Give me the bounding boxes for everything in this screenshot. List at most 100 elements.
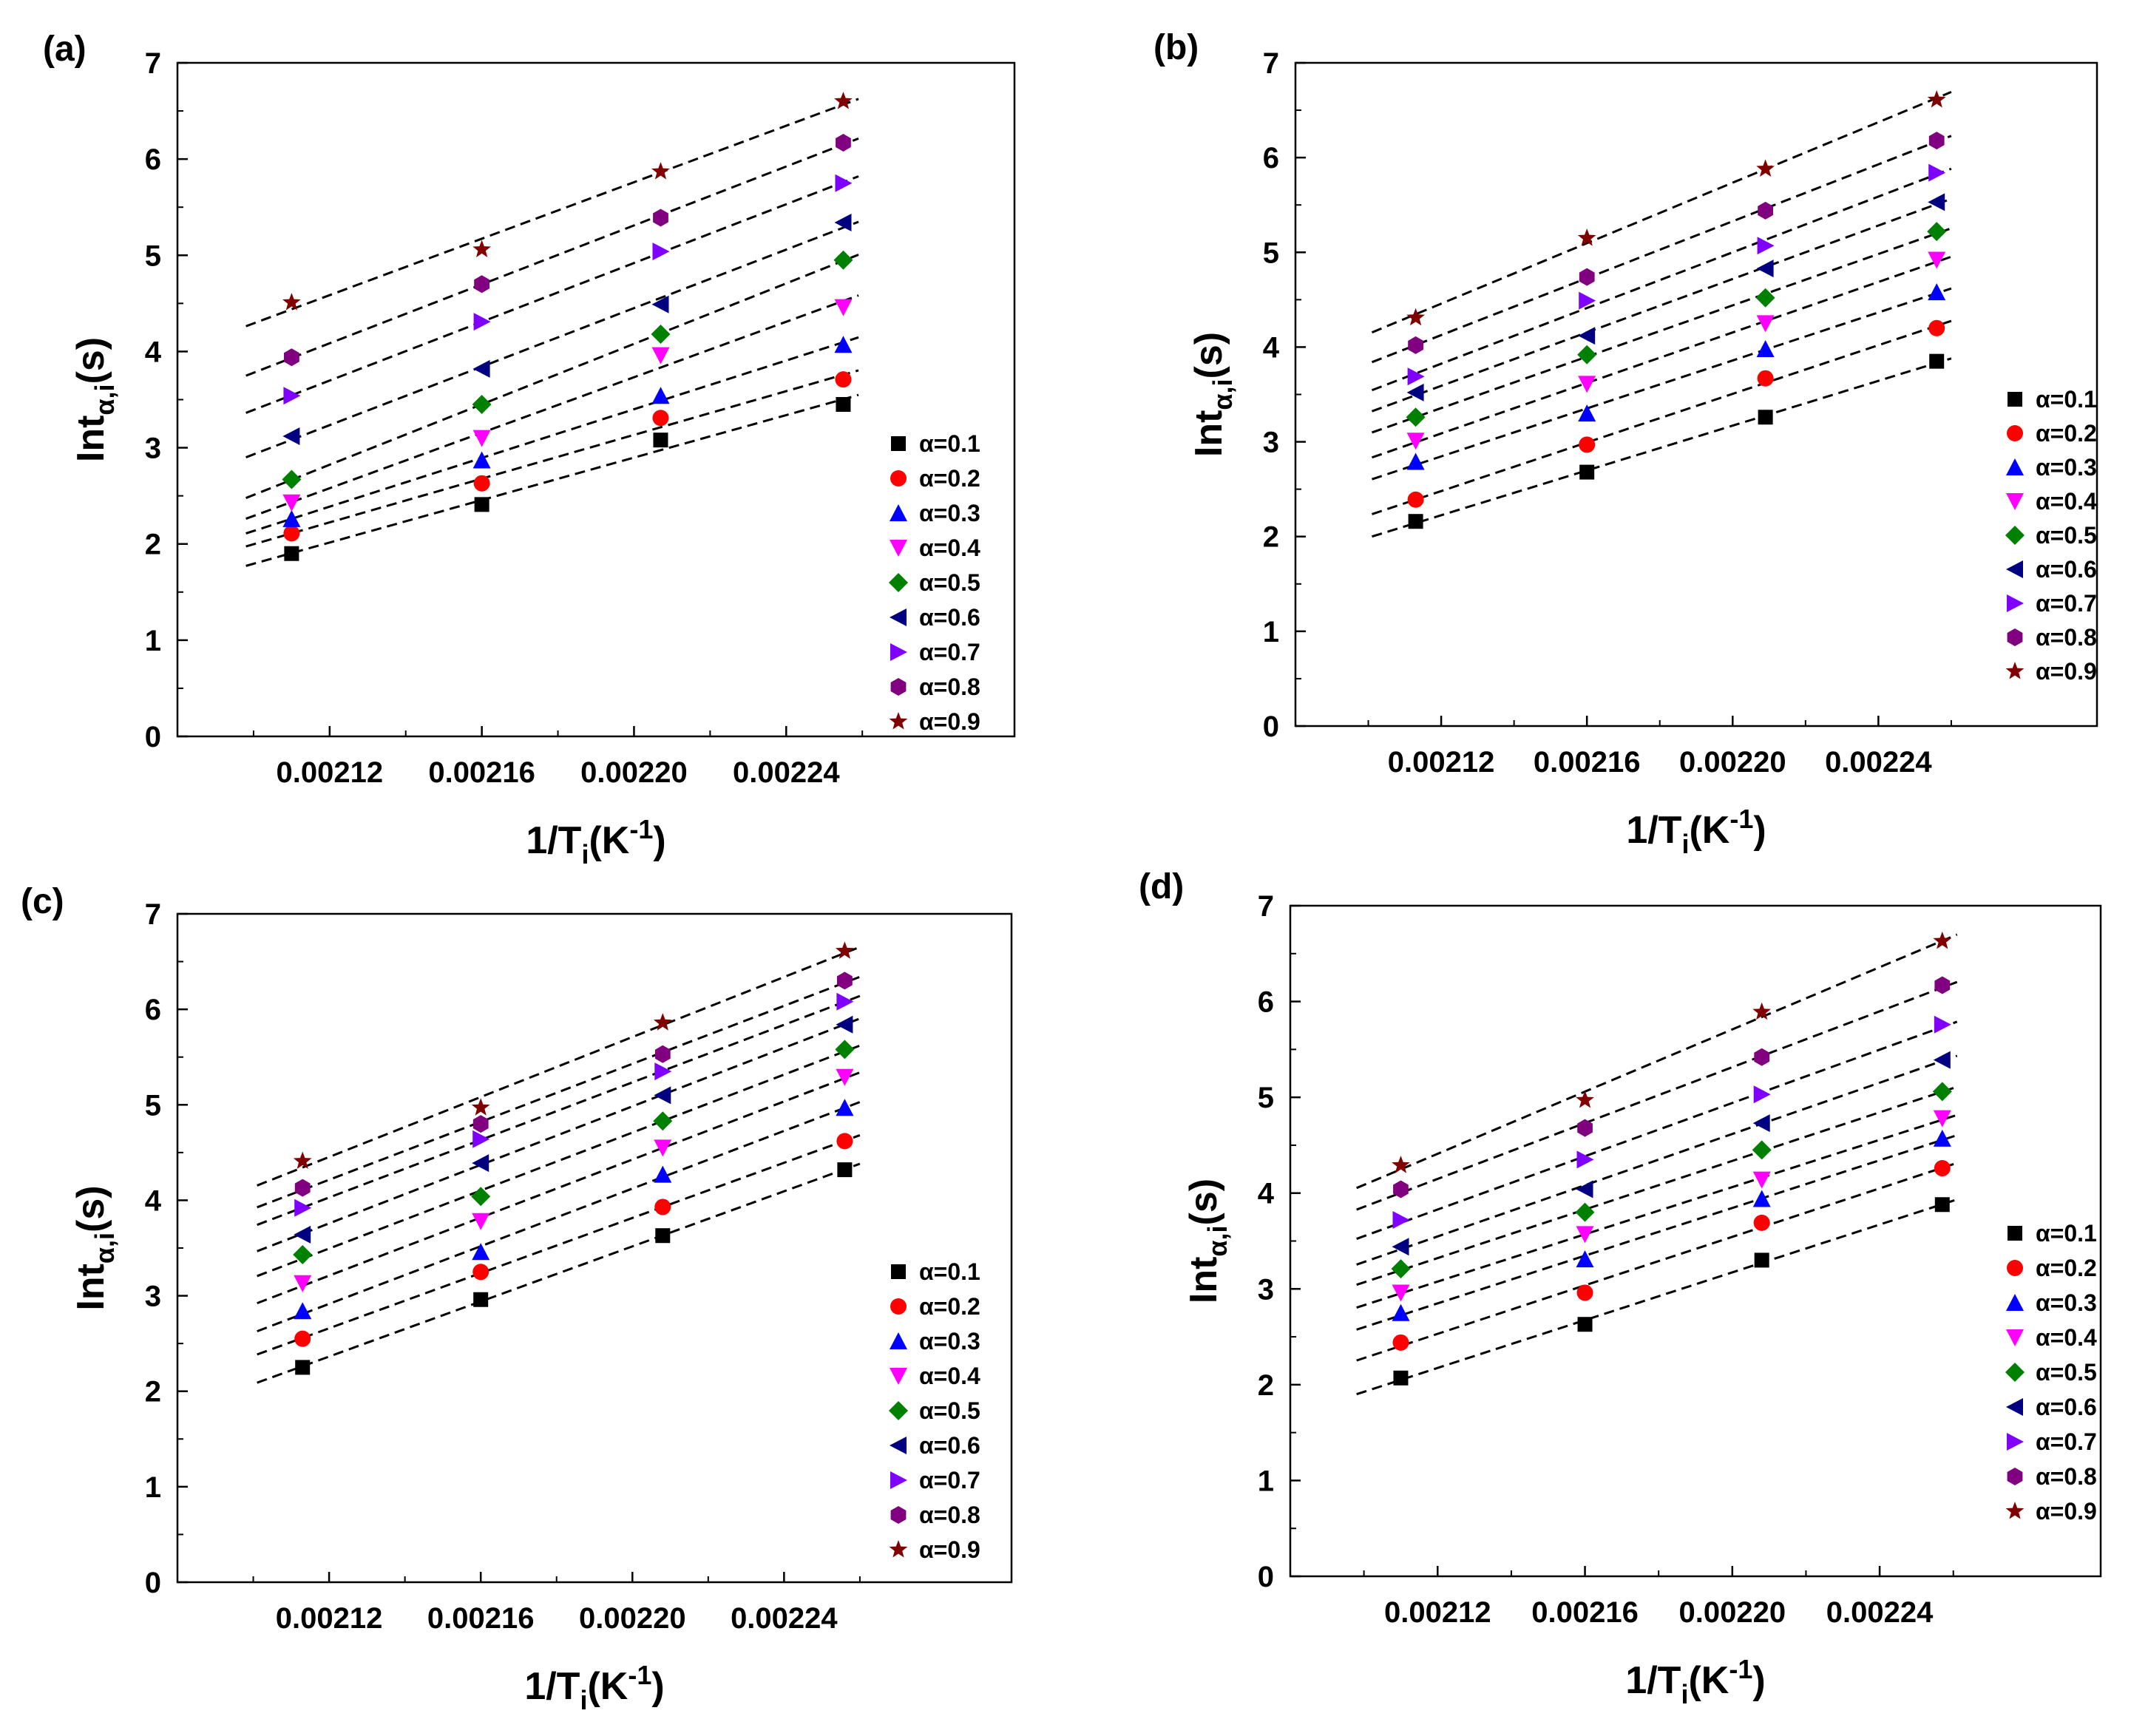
data-point — [1758, 201, 1773, 220]
legend-marker — [890, 643, 907, 661]
data-point — [282, 293, 301, 311]
y-tick-label: 4 — [145, 1184, 162, 1217]
fit-line — [245, 220, 859, 458]
legend-label: α=0.1 — [2036, 386, 2097, 413]
y-tick-label: 1 — [145, 1471, 161, 1504]
legend-marker — [2007, 1260, 2023, 1276]
data-point — [834, 92, 853, 109]
data-point — [1753, 1085, 1771, 1104]
data-point — [294, 1225, 311, 1244]
data-point — [652, 243, 670, 261]
y-tick-label: 1 — [145, 625, 161, 657]
fit-line — [245, 294, 859, 520]
legend-label: α=0.9 — [919, 1536, 980, 1563]
data-point — [1576, 1150, 1594, 1169]
y-tick-label: 0 — [1258, 1561, 1274, 1593]
fit-line — [1356, 1054, 1958, 1266]
fit-line — [1372, 357, 1952, 538]
data-point — [472, 1154, 489, 1173]
data-point — [282, 509, 301, 527]
legend-marker — [2005, 1363, 2025, 1382]
x-tick-label: 0.00216 — [427, 1602, 535, 1635]
x-tick-label: 0.00224 — [1826, 1596, 1934, 1629]
legend-marker — [2007, 628, 2023, 646]
legend-marker — [2006, 1398, 2023, 1416]
y-tick-label: 7 — [145, 898, 161, 931]
legend-label: α=0.6 — [2036, 1394, 2097, 1420]
y-tick-label: 4 — [1258, 1178, 1275, 1210]
legend-label: α=0.4 — [919, 535, 980, 561]
legend-marker — [890, 678, 907, 696]
legend-label: α=0.2 — [919, 1293, 980, 1320]
data-point — [653, 1013, 672, 1031]
y-tick-label: 2 — [1258, 1369, 1274, 1402]
x-tick-label: 0.00220 — [579, 1602, 686, 1635]
legend-marker — [2007, 1468, 2023, 1485]
x-axis-title: 1/Ti(K-1) — [1626, 804, 1766, 859]
data-point — [1754, 1252, 1769, 1268]
data-point — [294, 1275, 312, 1292]
data-point — [652, 410, 669, 427]
data-point — [472, 430, 491, 447]
data-point — [1927, 222, 1947, 242]
data-point — [1579, 464, 1595, 480]
x-axis-title: 1/Ti(K-1) — [526, 814, 665, 869]
fit-line — [257, 1044, 861, 1278]
fit-line — [1371, 135, 1952, 364]
data-point — [835, 371, 852, 388]
legend-label: α=0.2 — [919, 465, 980, 492]
data-point — [1928, 132, 1945, 150]
x-tick-label: 0.00224 — [1825, 746, 1932, 779]
legend-marker — [890, 1332, 907, 1349]
data-point — [837, 1162, 853, 1178]
data-point — [283, 525, 300, 542]
y-tick-label: 5 — [1258, 1082, 1274, 1114]
legend-marker — [890, 1368, 907, 1385]
data-point — [294, 1302, 312, 1320]
data-point — [1406, 452, 1425, 470]
y-tick-label: 6 — [145, 994, 161, 1026]
data-point — [836, 1133, 853, 1150]
fit-line — [1356, 933, 1958, 1190]
fit-line — [1356, 1020, 1958, 1240]
x-tick-label: 0.00224 — [731, 1602, 838, 1635]
fit-line — [1371, 197, 1952, 413]
x-tick-label: 0.00212 — [1388, 746, 1495, 779]
y-tick-label: 6 — [1258, 986, 1274, 1019]
data-point — [472, 1264, 489, 1281]
data-point — [1752, 1171, 1771, 1189]
legend-marker — [890, 470, 907, 486]
legend-label: α=0.3 — [2036, 454, 2097, 481]
data-point — [651, 387, 670, 404]
y-tick-label: 0 — [145, 721, 161, 753]
fit-line — [257, 1162, 861, 1384]
y-tick-label: 7 — [1258, 890, 1274, 923]
data-point — [833, 250, 853, 270]
data-point — [836, 1015, 853, 1034]
legend-marker — [2006, 493, 2024, 510]
fit-line — [1356, 1113, 1958, 1309]
data-point — [1575, 1202, 1595, 1222]
legend-label: α=0.4 — [2036, 488, 2097, 515]
legend-label: α=0.4 — [919, 1363, 980, 1389]
data-point — [472, 359, 490, 378]
data-point — [1578, 376, 1596, 393]
legend-label: α=0.7 — [919, 639, 980, 665]
fit-line — [257, 1133, 861, 1356]
data-point — [1929, 353, 1945, 369]
panel-label: (a) — [43, 30, 87, 69]
fit-line — [257, 994, 861, 1227]
data-point — [1756, 260, 1774, 278]
data-point — [1576, 1091, 1594, 1108]
fit-line — [245, 254, 859, 499]
data-point — [1933, 1110, 1951, 1128]
x-tick-label: 0.00212 — [276, 1602, 383, 1635]
legend-marker — [889, 1401, 908, 1420]
fit-line — [257, 1101, 861, 1332]
fit-line — [1356, 980, 1958, 1211]
legend-marker — [889, 712, 908, 730]
data-point — [283, 387, 301, 405]
x-tick-label: 0.00224 — [733, 756, 840, 789]
data-point — [1576, 1284, 1593, 1301]
legend-label: α=0.3 — [2036, 1289, 2097, 1316]
